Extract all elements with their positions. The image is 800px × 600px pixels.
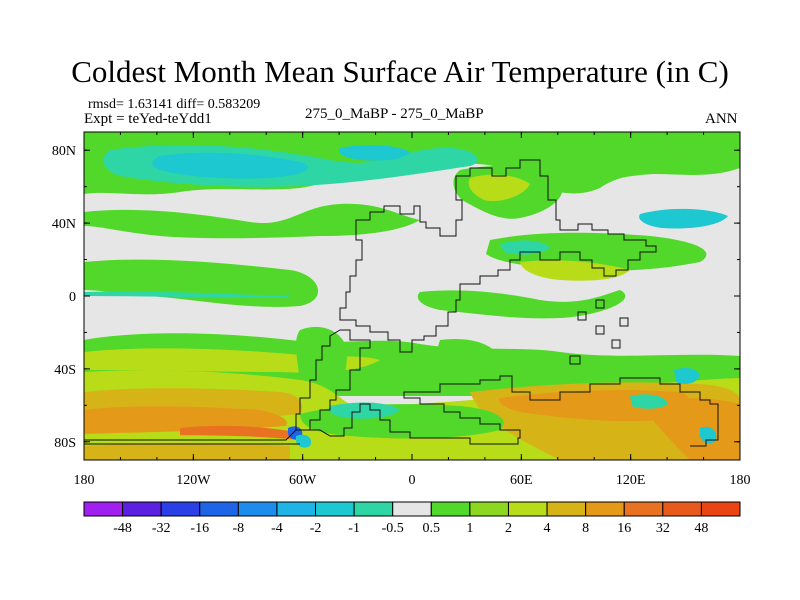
arctic-cyan-patch bbox=[152, 152, 309, 179]
asia-yellowgreen bbox=[520, 260, 630, 281]
colorbar-swatch bbox=[662, 501, 702, 517]
colorbar-swatch bbox=[199, 501, 239, 517]
colorbar-swatch bbox=[160, 501, 201, 517]
colorbar-swatch bbox=[585, 501, 625, 517]
east-north-green bbox=[560, 144, 740, 181]
colorbar-swatch bbox=[469, 501, 509, 517]
teal-asia bbox=[500, 240, 550, 255]
x-tick-label: 60E bbox=[510, 473, 533, 488]
colorbar-label: -4 bbox=[271, 521, 283, 536]
x-tick-label: 120W bbox=[176, 473, 211, 488]
x-tick-label: 180 bbox=[730, 473, 751, 488]
temperature-field bbox=[84, 132, 740, 460]
colorbar-swatch bbox=[353, 501, 394, 517]
colorbar-label: 0.5 bbox=[423, 521, 441, 536]
colorbar-swatch bbox=[315, 501, 355, 517]
y-tick-label: 80S bbox=[54, 436, 76, 451]
colorbar-label: -48 bbox=[113, 521, 132, 536]
colorbar-label: -32 bbox=[152, 521, 171, 536]
y-tick-label: 40N bbox=[52, 217, 76, 232]
y-tick-label: 40S bbox=[54, 363, 76, 378]
stats-line: rmsd= 1.63141 diff= 0.583209 bbox=[88, 97, 261, 112]
x-axis: 180 120W 60W 0 60E 120E 180 bbox=[74, 132, 751, 488]
west-strip-green bbox=[84, 177, 101, 191]
colorbar-swatch bbox=[700, 501, 741, 517]
coast-islands-1 bbox=[569, 311, 621, 365]
coast-islands-2 bbox=[595, 299, 629, 327]
coast-southern-landmass bbox=[84, 375, 719, 447]
colorbar-label: 4 bbox=[544, 521, 551, 536]
south-cyan-far-east bbox=[700, 426, 717, 444]
colorbar-label: -2 bbox=[310, 521, 322, 536]
colorbar-label: 2 bbox=[505, 521, 512, 536]
colorbar: -48 -32 -16 -8 -4 -2 -1 -0.5 0.5 1 2 4 8 16 32 48 bbox=[83, 501, 741, 536]
cyan-east bbox=[639, 208, 728, 229]
colorbar-swatch bbox=[430, 501, 471, 517]
colorbar-swatch bbox=[237, 501, 278, 517]
equator-teal-line bbox=[84, 291, 290, 298]
season-label: ANN bbox=[705, 111, 738, 127]
south-cyan-east bbox=[674, 368, 700, 384]
colorbar-label: 8 bbox=[582, 521, 589, 536]
arctic-cyan-east bbox=[339, 145, 410, 161]
ne-yellowgreen bbox=[468, 174, 530, 202]
antarctic-ochre bbox=[84, 443, 290, 460]
colorbar-swatch bbox=[392, 501, 432, 517]
period-label: 275_0_MaBP - 275_0_MaBP bbox=[305, 106, 484, 122]
y-tick-label: 0 bbox=[69, 290, 76, 305]
x-tick-label: 120E bbox=[616, 473, 646, 488]
x-tick-label: 0 bbox=[409, 473, 416, 488]
colorbar-label: -8 bbox=[233, 521, 245, 536]
n-midlat-band bbox=[84, 203, 420, 239]
colorbar-label: 16 bbox=[617, 521, 631, 536]
y-tick-label: 80N bbox=[52, 144, 76, 159]
colorbar-swatch bbox=[83, 501, 124, 517]
colorbar-swatch bbox=[507, 501, 548, 517]
s-africa bbox=[437, 338, 500, 385]
coastlines bbox=[84, 159, 719, 447]
colorbar-swatch bbox=[122, 501, 162, 517]
coast-pangea-north bbox=[339, 159, 657, 353]
chart-title: Coldest Month Mean Surface Air Temperatu… bbox=[71, 54, 729, 89]
colorbar-label: -0.5 bbox=[382, 521, 404, 536]
x-tick-label: 180 bbox=[74, 473, 95, 488]
y-axis: 80N 40N 0 40S 80S bbox=[52, 144, 740, 451]
colorbar-label: -16 bbox=[190, 521, 209, 536]
experiment-label: Expt = teYed-teYdd1 bbox=[84, 111, 212, 127]
colorbar-label: 32 bbox=[656, 521, 670, 536]
colorbar-swatch bbox=[276, 501, 317, 517]
colorbar-swatch bbox=[623, 501, 664, 517]
x-tick-label: 60W bbox=[289, 473, 317, 488]
southern-orange-far-east bbox=[640, 397, 740, 460]
colorbar-swatch bbox=[546, 501, 587, 517]
atlantic-band bbox=[417, 290, 626, 319]
antarctic-teal bbox=[328, 402, 400, 419]
colorbar-label: -1 bbox=[348, 521, 360, 536]
colorbar-label: 1 bbox=[466, 521, 473, 536]
south-teal-east bbox=[630, 394, 668, 409]
coast-south-america bbox=[295, 329, 371, 431]
colorbar-label: 48 bbox=[694, 521, 708, 536]
